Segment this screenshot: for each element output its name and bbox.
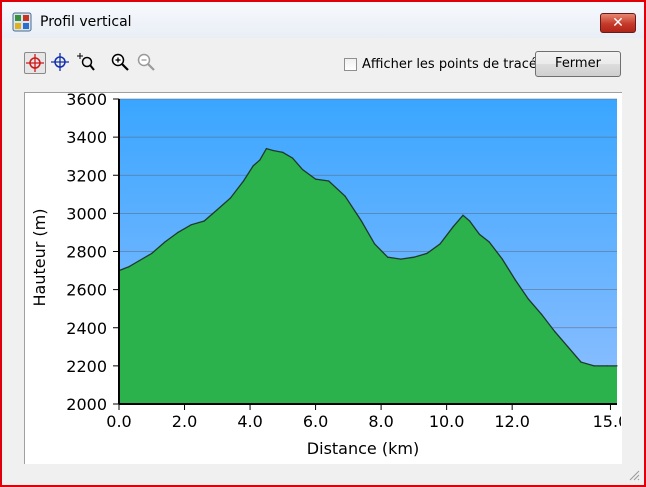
elevation-point	[315, 178, 317, 180]
elevation-point	[452, 226, 454, 228]
y-tick-label: 3000	[66, 204, 107, 223]
elevation-area	[119, 148, 617, 404]
elevation-point	[301, 168, 304, 171]
elevation-point	[360, 220, 362, 222]
elevation-point	[567, 346, 569, 348]
elevation-point	[554, 331, 556, 333]
crosshair-red-icon	[26, 54, 44, 72]
fermer-button[interactable]: Fermer	[535, 51, 621, 77]
zoom-select-icon	[77, 53, 95, 71]
y-tick-label: 3200	[66, 166, 107, 185]
elevation-point	[292, 157, 294, 159]
elevation-point	[426, 252, 428, 254]
elevation-point	[413, 256, 415, 258]
elevation-point	[164, 241, 166, 243]
zoom-out-tool[interactable]	[136, 52, 158, 74]
show-points-label[interactable]: Afficher les points de tracé	[362, 57, 537, 72]
elevation-point	[344, 195, 346, 197]
elevation-point	[203, 220, 205, 222]
elevation-point	[177, 231, 179, 233]
show-points-checkbox[interactable]	[344, 58, 357, 71]
elevation-point	[616, 365, 618, 367]
elevation-point	[462, 214, 464, 216]
elevation-point	[229, 197, 231, 199]
x-tick-label: 4.0	[237, 412, 262, 431]
elevation-point	[216, 209, 218, 211]
elevation-point	[151, 252, 153, 254]
elevation-point	[606, 365, 608, 367]
close-window-button[interactable]: ✕	[600, 13, 636, 33]
zoom-select-tool[interactable]	[76, 52, 98, 74]
window-title: Profil vertical	[40, 14, 132, 30]
x-tick-label: 6.0	[303, 412, 328, 431]
x-tick-label: 10.0	[429, 412, 465, 431]
elevation-point	[138, 260, 140, 262]
y-axis-label: Hauteur (m)	[30, 209, 49, 307]
elevation-point	[400, 258, 402, 260]
crosshair-blue-icon	[51, 53, 69, 71]
zoom-in-tool[interactable]	[110, 52, 132, 74]
elevation-point	[501, 258, 503, 260]
elevation-point	[282, 151, 284, 153]
x-tick-label: 12.0	[494, 412, 530, 431]
elevation-point	[328, 180, 330, 182]
toolbar	[2, 38, 644, 92]
app-icon	[12, 12, 32, 32]
zoom-out-icon	[137, 53, 155, 71]
y-tick-label: 2600	[66, 281, 107, 300]
crosshair-blue-tool[interactable]	[50, 52, 72, 74]
x-tick-label: 0.0	[106, 412, 131, 431]
x-tick-label: 2.0	[172, 412, 197, 431]
elevation-point	[488, 241, 490, 243]
resize-grip-icon[interactable]	[628, 469, 640, 481]
x-tick-label: 15.0	[593, 412, 621, 431]
elevation-point	[541, 313, 543, 315]
elevation-point	[580, 361, 582, 363]
y-tick-label: 3600	[66, 93, 107, 109]
elevation-point	[259, 159, 261, 161]
elevation-point	[272, 149, 274, 152]
elevation-plot-panel: 3600 3400 3200 3000 2800 2600 2400 2200 2000 0.0 2…	[24, 92, 622, 464]
elevation-point	[593, 365, 595, 367]
y-tick-label: 3400	[66, 128, 107, 147]
elevation-point	[190, 224, 192, 226]
elevation-point	[374, 243, 376, 245]
crosshair-red-tool[interactable]	[24, 52, 46, 74]
x-tick-label: 8.0	[368, 412, 393, 431]
elevation-point	[514, 279, 516, 281]
elevation-point	[527, 298, 530, 300]
elevation-point	[387, 256, 389, 258]
title-bar[interactable]: Profil vertical ✕	[2, 2, 644, 38]
elevation-point	[242, 180, 245, 182]
y-tick-label: 2200	[66, 357, 107, 376]
y-tick-label: 2000	[66, 395, 107, 414]
elevation-point	[128, 266, 130, 268]
elevation-point	[265, 148, 267, 150]
elevation-point	[469, 220, 471, 222]
y-tick-label: 2800	[66, 243, 107, 262]
elevation-point	[478, 233, 480, 235]
show-points-option[interactable]: Afficher les points de tracé	[344, 57, 537, 72]
y-tick-label: 2400	[66, 319, 107, 338]
elevation-point	[252, 165, 254, 167]
x-axis-label: Distance (km)	[307, 439, 419, 458]
elevation-point	[439, 243, 441, 245]
zoom-in-icon	[111, 53, 129, 71]
